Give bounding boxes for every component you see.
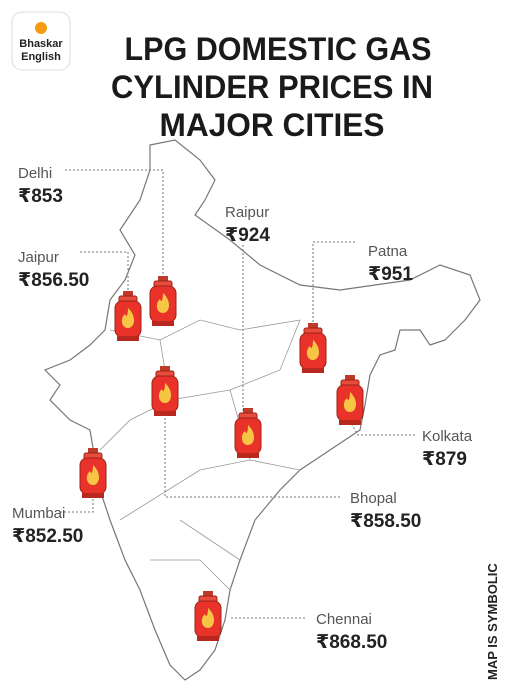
map-note: MAP IS SYMBOLIC <box>485 563 500 680</box>
title-line: CYLINDER PRICES IN <box>111 69 433 105</box>
city-name: Jaipur <box>18 249 59 266</box>
cylinder-base <box>197 636 219 641</box>
title-line: MAJOR CITIES <box>160 107 385 143</box>
cylinder-icon <box>79 448 107 498</box>
cylinder-icon <box>234 408 262 458</box>
leader-line <box>351 424 415 436</box>
cylinder-icon <box>151 366 179 416</box>
city-name: Chennai <box>316 611 372 628</box>
cylinder-base <box>152 321 174 326</box>
flame <box>158 383 172 403</box>
cylinder-valve <box>123 291 133 298</box>
cylinder-valve <box>203 591 213 598</box>
cylinder-valve <box>345 375 355 382</box>
city-name: Mumbai <box>12 505 65 522</box>
city-name: Patna <box>368 243 408 260</box>
cylinder-valve <box>243 408 253 415</box>
brand-logo <box>11 11 71 71</box>
cylinder-valve <box>160 366 170 373</box>
city-price: ₹879 <box>422 449 467 470</box>
flame <box>86 465 100 485</box>
cylinder-icon <box>299 323 327 373</box>
cylinder-valve <box>88 448 98 455</box>
flame <box>156 293 170 313</box>
city-price: ₹924 <box>225 225 270 246</box>
city-price: ₹868.50 <box>316 632 387 653</box>
cylinder-base <box>339 420 361 425</box>
india-map <box>43 139 481 681</box>
cylinder-base <box>82 493 104 498</box>
city-name: Raipur <box>225 204 269 221</box>
brand-dot <box>35 22 47 34</box>
cylinder-icon <box>194 591 222 641</box>
cylinder-base <box>302 368 324 373</box>
city-price: ₹853 <box>18 186 63 207</box>
flame <box>241 425 255 445</box>
cylinder-icon <box>149 276 177 326</box>
leader-line <box>60 498 94 513</box>
flame <box>306 340 320 360</box>
title-line: LPG DOMESTIC GAS <box>125 31 432 67</box>
city-name: Bhopal <box>350 490 397 507</box>
brand-name: Bhaskar <box>19 38 63 50</box>
city-price: ₹852.50 <box>12 526 83 547</box>
flame <box>121 308 135 328</box>
cylinder-base <box>154 411 176 416</box>
state-borders <box>99 319 301 591</box>
cylinder-icon <box>336 375 364 425</box>
city-price: ₹858.50 <box>350 511 421 532</box>
city-name: Delhi <box>18 165 52 182</box>
leader-line <box>80 251 129 295</box>
leader-line <box>312 241 355 327</box>
cylinder-base <box>117 336 139 341</box>
city-price: ₹856.50 <box>18 270 89 291</box>
cylinder-base <box>237 453 259 458</box>
cylinder-valve <box>308 323 318 330</box>
leader-line <box>65 169 164 280</box>
city-name: Kolkata <box>422 428 473 445</box>
brand-name: English <box>21 51 61 63</box>
flame <box>343 392 357 412</box>
cities: Delhi ₹853 Jaipur ₹856.50 Raipur ₹924 Patna ₹95… <box>12 165 473 653</box>
cylinder-valve <box>158 276 168 283</box>
cylinder-icon <box>114 291 142 341</box>
city-price: ₹951 <box>368 264 413 285</box>
flame <box>201 608 215 628</box>
leader-line <box>164 416 340 498</box>
